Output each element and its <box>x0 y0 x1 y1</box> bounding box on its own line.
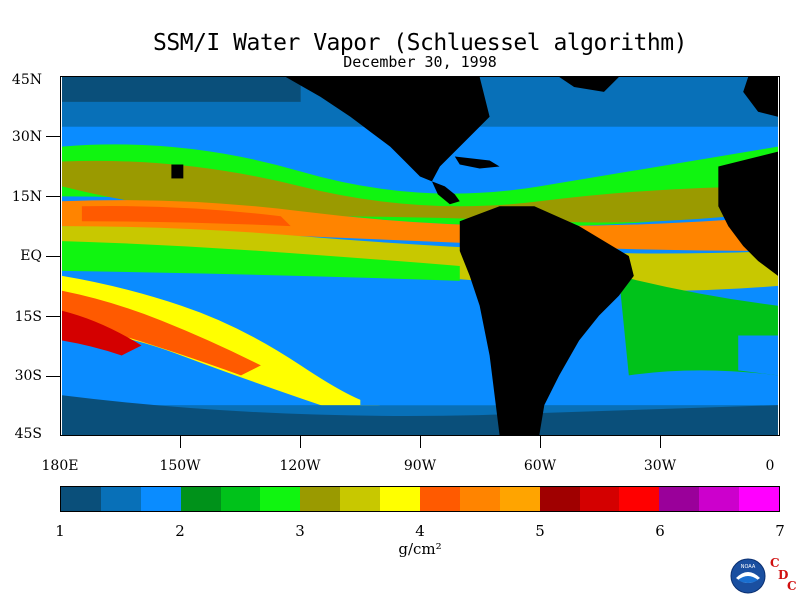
south-dark-band <box>62 395 778 435</box>
color-swatch-1 <box>100 487 141 511</box>
scale-label-2: 2 <box>175 522 185 540</box>
lon-label-120w: 120W <box>279 458 321 474</box>
cdc-letter-3: C <box>787 579 797 593</box>
lon-label-30w: 30W <box>643 458 677 474</box>
equatorial-green <box>62 241 460 281</box>
lat-label-45s: 45S <box>14 426 42 442</box>
scale-label-4: 4 <box>415 522 425 540</box>
color-swatch-2 <box>140 487 181 511</box>
lat-label-30n: 30N <box>11 129 42 145</box>
lat-label-15s: 15S <box>14 309 42 325</box>
land-africa <box>718 151 778 276</box>
color-swatch-4 <box>220 487 261 511</box>
land-europe <box>743 77 778 117</box>
cdc-letter-1: C <box>770 556 780 570</box>
spcz-yellow <box>62 275 381 416</box>
north-atlantic-dry <box>489 77 778 97</box>
scale-label-6: 6 <box>655 522 665 540</box>
southeast-pacific-dry <box>360 305 500 406</box>
map-date: December 30, 1998 <box>343 53 497 71</box>
lat-tick-15n <box>46 196 60 197</box>
color-swatch-5 <box>260 487 301 511</box>
lon-label-150w: 150W <box>159 458 201 474</box>
color-swatch-17 <box>739 487 780 511</box>
lon-label-0: 0 <box>765 458 775 474</box>
scale-units: g/cm² <box>398 540 442 558</box>
color-swatch-3 <box>180 487 221 511</box>
color-swatch-13 <box>579 487 620 511</box>
land-greenland <box>559 77 619 92</box>
land-south-america <box>459 206 634 435</box>
color-swatch-11 <box>499 487 540 511</box>
south-atlantic-blue <box>738 335 778 376</box>
lat-tick-30s <box>46 376 60 377</box>
color-swatch-15 <box>659 487 700 511</box>
color-swatch-10 <box>459 487 500 511</box>
lon-tick-120w <box>300 436 301 448</box>
itcz-core <box>81 205 291 227</box>
land-hawaii <box>171 164 184 179</box>
noaa-logo-text: NOAA <box>741 564 756 570</box>
lat-label-15n: 15N <box>11 189 42 205</box>
scale-label-1: 1 <box>55 522 65 540</box>
cdc-letter-2: D <box>778 568 789 582</box>
lat-label-30s: 30S <box>14 368 42 384</box>
land-caribbean <box>454 156 500 169</box>
lon-label-90w: 90W <box>403 458 437 474</box>
color-swatch-0 <box>61 487 101 511</box>
noaa-logo-icon: NOAA <box>730 558 766 594</box>
water-vapor-map <box>60 76 780 436</box>
lon-label-180e: 180E <box>41 458 79 474</box>
scale-label-5: 5 <box>535 522 545 540</box>
land-central-america <box>431 181 460 205</box>
lat-label-45n: 45N <box>11 72 42 88</box>
color-swatch-16 <box>699 487 740 511</box>
north-pacific-dark <box>62 77 301 102</box>
color-swatch-6 <box>300 487 341 511</box>
scale-label-3: 3 <box>295 522 305 540</box>
lat-tick-15s <box>46 316 60 317</box>
land-north-america <box>285 77 490 182</box>
spcz-red <box>62 310 142 356</box>
map-title: SSM/I Water Vapor (Schluessel algorithm) <box>153 30 687 56</box>
color-swatch-7 <box>340 487 381 511</box>
color-swatch-9 <box>420 487 460 511</box>
lon-tick-30w <box>660 436 661 448</box>
scale-label-7: 7 <box>775 522 785 540</box>
lon-tick-60w <box>540 436 541 448</box>
color-swatch-8 <box>380 487 421 511</box>
lat-tick-30n <box>46 136 60 137</box>
lon-tick-150w <box>180 436 181 448</box>
lat-tick-eq <box>46 256 60 257</box>
lon-tick-90w <box>420 436 421 448</box>
spcz-orange <box>62 290 261 376</box>
color-swatch-12 <box>539 487 580 511</box>
color-swatch-14 <box>619 487 660 511</box>
map-graphic <box>62 77 778 435</box>
lon-label-60w: 60W <box>523 458 557 474</box>
lat-label-eq: EQ <box>20 248 42 264</box>
color-scale-bar <box>60 486 780 512</box>
